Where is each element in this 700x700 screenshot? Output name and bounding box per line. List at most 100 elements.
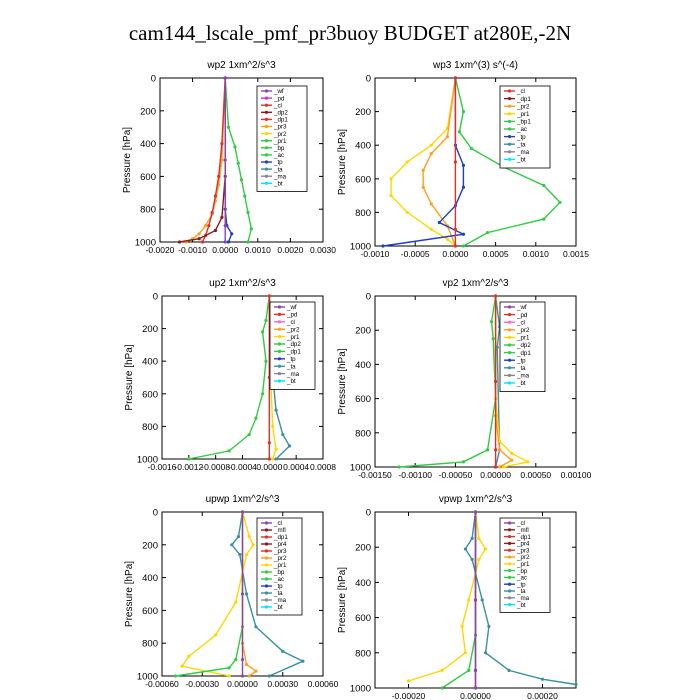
series-point bbox=[406, 679, 411, 683]
series-point bbox=[467, 668, 471, 673]
series-point bbox=[271, 424, 275, 428]
series-line-1 bbox=[224, 77, 253, 243]
series-point bbox=[240, 592, 245, 596]
y-tick-label: 1000 bbox=[350, 242, 371, 253]
series-point bbox=[397, 465, 401, 469]
series-point bbox=[381, 244, 385, 248]
series-point bbox=[261, 330, 265, 334]
y-tick-label: 600 bbox=[142, 389, 158, 400]
y-tick-label: 200 bbox=[355, 107, 371, 118]
series-point bbox=[187, 457, 191, 461]
legend-entry: _pr3 bbox=[273, 124, 287, 131]
series-point bbox=[236, 161, 240, 165]
panel-title: upwp 1xm^2/s^3 bbox=[206, 494, 280, 505]
legend-entry: _ac bbox=[516, 575, 527, 582]
series-point bbox=[489, 320, 494, 324]
y-tick-label: 200 bbox=[355, 543, 371, 554]
legend-entry: _tp bbox=[516, 357, 526, 364]
legend-entry: _tp bbox=[273, 583, 283, 590]
series-point bbox=[498, 465, 502, 469]
series-point bbox=[540, 677, 545, 681]
series-point bbox=[453, 244, 457, 248]
legend-entry: _dp1 bbox=[273, 117, 288, 124]
series-line-2 bbox=[408, 511, 487, 682]
x-tick-label: 0.0030 bbox=[310, 245, 336, 255]
series-line-2 bbox=[185, 77, 226, 243]
x-tick-label: 0.00060 bbox=[308, 679, 339, 689]
legend-marker bbox=[264, 139, 269, 143]
legend-entry: _pr4 bbox=[273, 541, 287, 548]
legend-marker bbox=[264, 549, 269, 553]
legend-entry: _ac bbox=[273, 152, 284, 159]
legend-entry: _ma bbox=[516, 149, 530, 156]
series-point bbox=[240, 674, 245, 678]
legend-marker bbox=[264, 153, 269, 157]
legend-marker bbox=[264, 103, 269, 107]
legend-marker bbox=[507, 104, 512, 108]
series-point bbox=[227, 449, 231, 453]
series-point bbox=[267, 674, 271, 678]
series-point bbox=[217, 174, 221, 178]
legend-entry: _pd bbox=[273, 95, 285, 102]
series-point bbox=[498, 448, 502, 452]
y-axis-label: Pressure [hPa] bbox=[337, 129, 348, 195]
y-tick-label: 400 bbox=[355, 578, 371, 589]
legend-marker bbox=[507, 320, 512, 324]
x-tick-label: -0.0004 bbox=[228, 462, 257, 472]
x-tick-label: 0.00020 bbox=[527, 691, 558, 700]
legend-marker bbox=[264, 584, 269, 588]
series-point bbox=[437, 220, 441, 225]
series-point bbox=[421, 168, 425, 172]
legend-marker bbox=[507, 562, 512, 566]
x-tick-label: -0.00030 bbox=[185, 679, 219, 689]
series-point bbox=[226, 125, 231, 129]
legend-marker bbox=[264, 89, 269, 93]
series-point bbox=[227, 674, 231, 678]
x-tick-label: -0.00060 bbox=[145, 679, 179, 689]
legend-entry: _ta bbox=[273, 166, 283, 173]
y-tick-label: 1000 bbox=[350, 684, 371, 695]
legend-entry: _pr1 bbox=[286, 334, 300, 341]
x-tick-label: 0.0010 bbox=[245, 245, 271, 255]
legend-marker bbox=[277, 312, 282, 316]
legend-marker bbox=[507, 142, 512, 146]
legend-entry: _wf bbox=[286, 304, 297, 311]
y-tick-label: 200 bbox=[142, 324, 158, 335]
legend-entry: _pr1 bbox=[516, 111, 530, 118]
series-point bbox=[440, 686, 444, 690]
series-point bbox=[526, 460, 530, 464]
series-point bbox=[389, 177, 393, 181]
series-point bbox=[463, 547, 468, 551]
series-point bbox=[473, 510, 478, 514]
legend-entry: _pr1 bbox=[273, 562, 287, 569]
series-point bbox=[445, 237, 449, 241]
series-line-3 bbox=[422, 77, 457, 247]
legend-entry: _ac bbox=[516, 126, 527, 133]
legend-marker bbox=[264, 535, 269, 539]
series-line-1 bbox=[188, 295, 270, 460]
series-line-3 bbox=[175, 512, 244, 677]
series-line-4 bbox=[382, 78, 466, 247]
x-tick-label: -0.00100 bbox=[398, 470, 432, 480]
series-point bbox=[494, 294, 498, 298]
legend-marker bbox=[507, 97, 512, 101]
series-point bbox=[502, 465, 506, 469]
legend-marker bbox=[507, 127, 512, 131]
legend-entry: _ma bbox=[516, 373, 530, 380]
legend-entry: _pr2 bbox=[516, 327, 530, 334]
series-point bbox=[483, 651, 488, 655]
legend-entry: _bt bbox=[516, 380, 526, 387]
series-point bbox=[477, 557, 481, 562]
series-point bbox=[405, 160, 409, 164]
series-point bbox=[254, 625, 258, 629]
legend-entry: _ma bbox=[516, 595, 530, 602]
series-point bbox=[274, 447, 278, 451]
series-point bbox=[542, 183, 546, 188]
legend-entry: _pr4 bbox=[516, 541, 530, 548]
legend-marker bbox=[277, 335, 282, 339]
y-tick-label: 1000 bbox=[137, 672, 158, 683]
legend-entry: _dp1 bbox=[516, 350, 531, 357]
series-point bbox=[210, 210, 214, 215]
legend-marker bbox=[264, 521, 269, 525]
legend-entry: _pr3 bbox=[516, 547, 530, 554]
